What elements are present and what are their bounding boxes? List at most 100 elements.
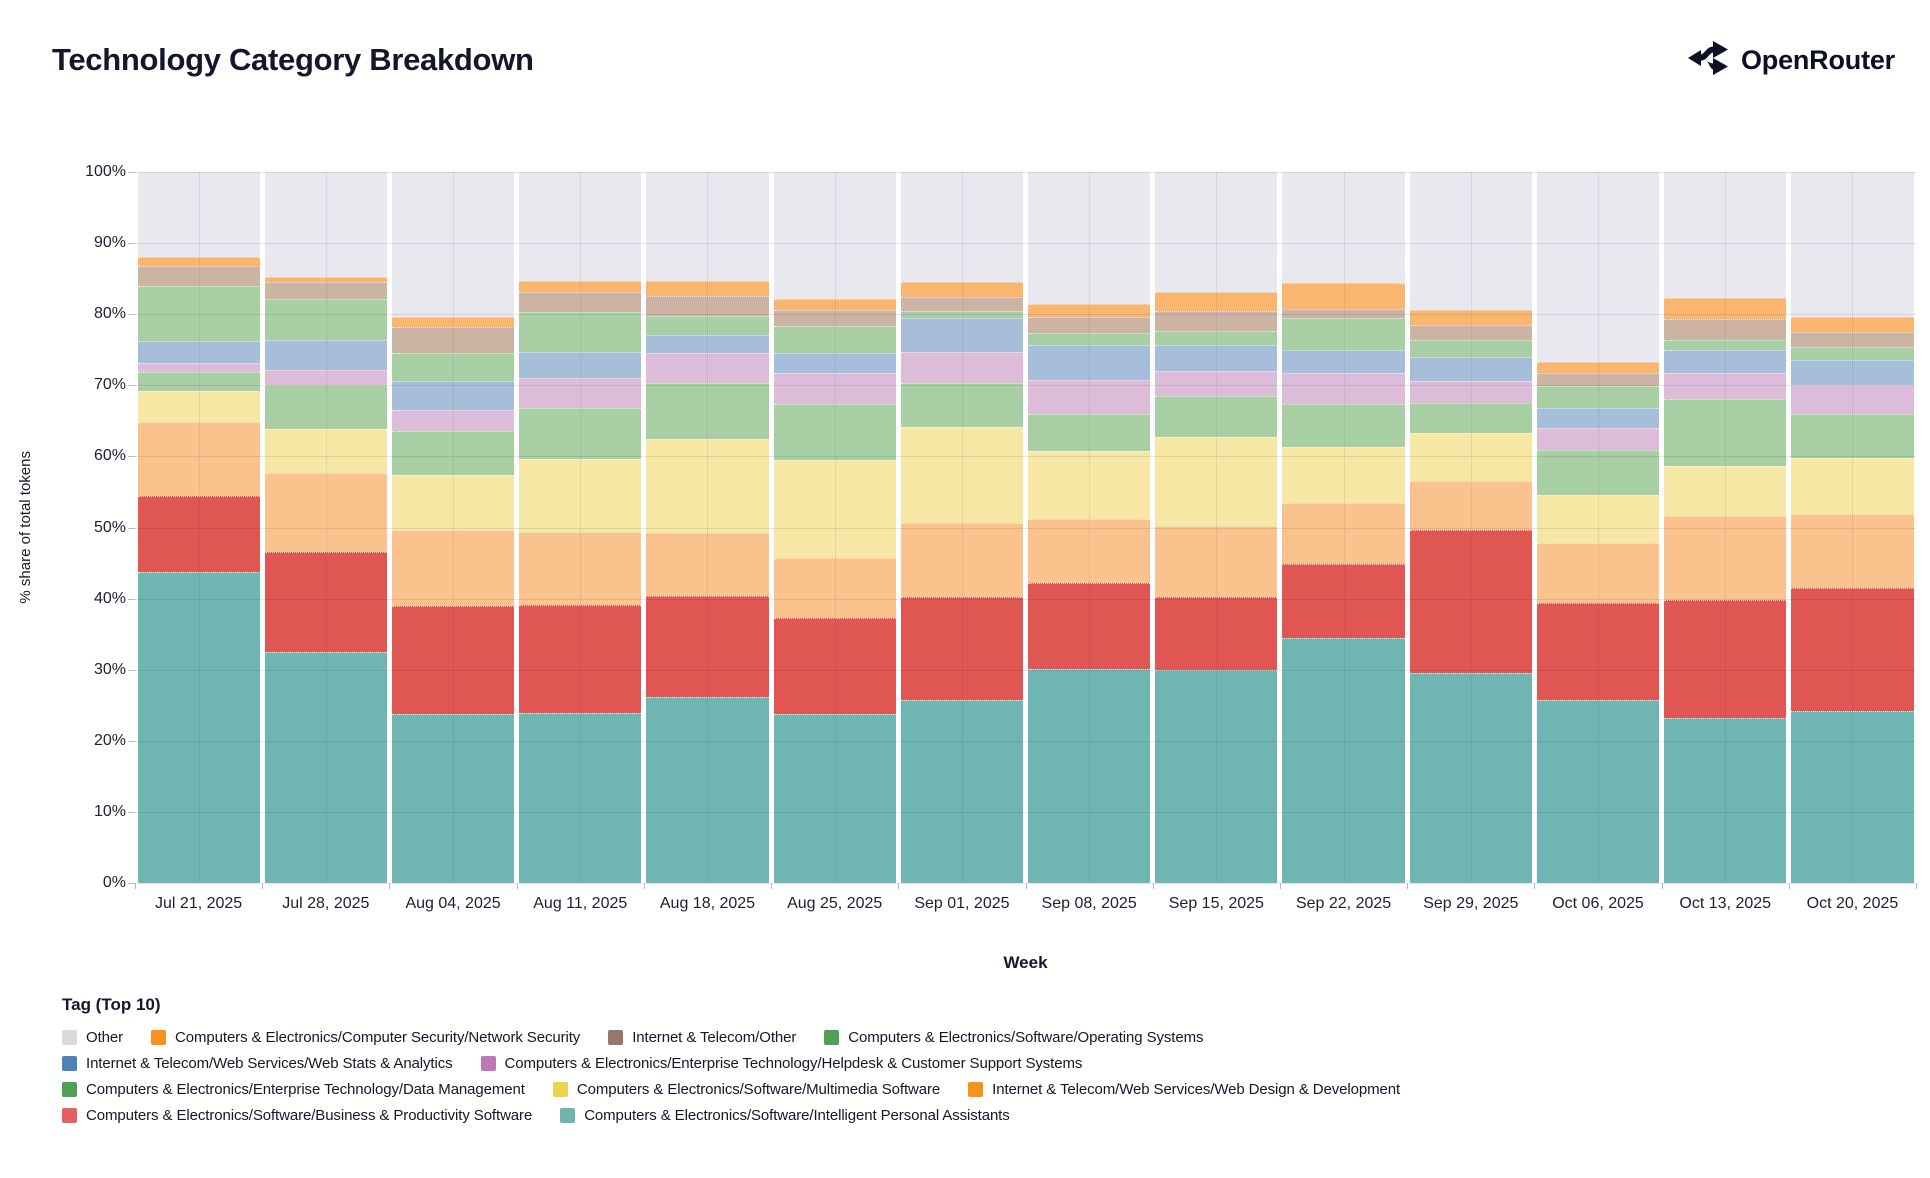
legend-item-os[interactable]: Computers & Electronics/Software/Operati… — [824, 1029, 1204, 1046]
bar-segment-os[interactable] — [519, 312, 642, 352]
bar-segment-webdesign[interactable] — [646, 533, 769, 597]
bar-segment-telecom[interactable] — [1028, 317, 1151, 334]
bar-segment-os[interactable] — [1155, 330, 1278, 346]
bar-segment-datamgmt[interactable] — [1664, 398, 1787, 466]
bar-segment-telecom[interactable] — [1409, 324, 1532, 341]
bar-segment-helpdesk[interactable] — [773, 373, 896, 404]
bar-segment-multimedia[interactable] — [900, 426, 1024, 524]
bar-segment-os[interactable] — [1028, 333, 1151, 346]
bar-segment-other[interactable] — [1028, 172, 1151, 305]
bar-segment-datamgmt[interactable] — [773, 403, 896, 460]
bar-segment-business[interactable] — [1664, 599, 1787, 718]
bar-segment-ipa[interactable] — [1409, 673, 1532, 883]
bar-segment-ipa[interactable] — [137, 572, 260, 883]
bar-segment-os[interactable] — [646, 315, 769, 335]
bar-segment-datamgmt[interactable] — [137, 371, 260, 391]
bar-segment-webstats[interactable] — [1409, 356, 1532, 381]
bar-segment-netsec[interactable] — [900, 282, 1024, 298]
bar-segment-business[interactable] — [519, 604, 642, 714]
bar-segment-os[interactable] — [391, 353, 515, 381]
bar-segment-other[interactable] — [519, 172, 642, 281]
bar-segment-telecom[interactable] — [646, 295, 769, 316]
bar-segment-helpdesk[interactable] — [1028, 379, 1151, 415]
bar-segment-webstats[interactable] — [264, 339, 387, 371]
legend-item-webdesign[interactable]: Internet & Telecom/Web Services/Web Desi… — [968, 1081, 1400, 1098]
bar-segment-webdesign[interactable] — [1409, 481, 1532, 531]
bar-segment-multimedia[interactable] — [1791, 457, 1914, 514]
bar-segment-ipa[interactable] — [1155, 669, 1278, 883]
bar-segment-webstats[interactable] — [646, 334, 769, 353]
bar-segment-webstats[interactable] — [1536, 408, 1660, 428]
bar-segment-os[interactable] — [773, 325, 896, 353]
bar-segment-datamgmt[interactable] — [1791, 414, 1914, 458]
legend-item-netsec[interactable]: Computers & Electronics/Computer Securit… — [151, 1029, 580, 1046]
bar-segment-netsec[interactable] — [264, 277, 387, 283]
bar-segment-webdesign[interactable] — [1664, 516, 1787, 600]
bar-segment-os[interactable] — [1536, 386, 1660, 409]
bar-segment-netsec[interactable] — [519, 280, 642, 293]
brand-logo[interactable]: OpenRouter — [1687, 40, 1895, 81]
bar-segment-multimedia[interactable] — [1536, 494, 1660, 544]
bar-segment-webstats[interactable] — [519, 351, 642, 379]
bar-segment-multimedia[interactable] — [1409, 432, 1532, 482]
bar-segment-telecom[interactable] — [264, 282, 387, 299]
bar-segment-webdesign[interactable] — [1155, 526, 1278, 598]
bar-segment-netsec[interactable] — [1664, 297, 1787, 320]
bar-segment-business[interactable] — [1155, 597, 1278, 670]
bar-segment-multimedia[interactable] — [773, 459, 896, 559]
bar-segment-telecom[interactable] — [900, 297, 1024, 312]
bar-segment-other[interactable] — [1664, 172, 1787, 298]
bar-segment-multimedia[interactable] — [519, 459, 642, 532]
bar-segment-webdesign[interactable] — [1282, 502, 1405, 565]
bar-segment-other[interactable] — [900, 172, 1024, 283]
bar-segment-webdesign[interactable] — [137, 422, 260, 497]
bar-segment-helpdesk[interactable] — [1409, 381, 1532, 404]
bar-segment-multimedia[interactable] — [1664, 465, 1787, 517]
bar-segment-other[interactable] — [773, 172, 896, 299]
bar-segment-other[interactable] — [391, 172, 515, 318]
bar-segment-netsec[interactable] — [773, 298, 896, 310]
bar-segment-ipa[interactable] — [900, 699, 1024, 883]
bar-segment-webdesign[interactable] — [519, 531, 642, 605]
bar-segment-webstats[interactable] — [1028, 345, 1151, 380]
bar-segment-os[interactable] — [1664, 339, 1787, 350]
bar-segment-other[interactable] — [1409, 172, 1532, 310]
bar-segment-telecom[interactable] — [1282, 308, 1405, 319]
bar-segment-webstats[interactable] — [1664, 349, 1787, 374]
bar-segment-helpdesk[interactable] — [1791, 384, 1914, 415]
bar-segment-business[interactable] — [391, 605, 515, 714]
bar-segment-helpdesk[interactable] — [1282, 373, 1405, 405]
bar-segment-telecom[interactable] — [1536, 373, 1660, 386]
bar-segment-netsec[interactable] — [1409, 309, 1532, 325]
bar-segment-webdesign[interactable] — [391, 529, 515, 606]
bar-segment-business[interactable] — [264, 551, 387, 652]
bar-segment-other[interactable] — [1791, 172, 1914, 318]
bar-segment-other[interactable] — [137, 172, 260, 258]
bar-segment-netsec[interactable] — [1791, 317, 1914, 332]
bar-segment-other[interactable] — [264, 172, 387, 278]
bar-segment-netsec[interactable] — [1282, 282, 1405, 309]
bar-segment-datamgmt[interactable] — [264, 385, 387, 430]
bar-segment-datamgmt[interactable] — [1282, 404, 1405, 448]
bar-segment-helpdesk[interactable] — [264, 370, 387, 386]
bar-segment-other[interactable] — [1282, 172, 1405, 283]
bar-segment-other[interactable] — [1155, 172, 1278, 293]
bar-segment-ipa[interactable] — [264, 651, 387, 883]
legend-item-webstats[interactable]: Internet & Telecom/Web Services/Web Stat… — [62, 1055, 453, 1072]
bar-segment-webdesign[interactable] — [1791, 513, 1914, 588]
bar-segment-ipa[interactable] — [1791, 710, 1914, 883]
bar-segment-os[interactable] — [264, 298, 387, 340]
bar-segment-webstats[interactable] — [137, 341, 260, 363]
bar-segment-os[interactable] — [1791, 346, 1914, 360]
legend-item-telecom[interactable]: Internet & Telecom/Other — [608, 1029, 796, 1046]
bar-segment-multimedia[interactable] — [646, 439, 769, 534]
bar-segment-other[interactable] — [646, 172, 769, 281]
bar-segment-ipa[interactable] — [773, 714, 896, 883]
bar-segment-netsec[interactable] — [1536, 361, 1660, 374]
legend-item-datamgmt[interactable]: Computers & Electronics/Enterprise Techn… — [62, 1081, 525, 1098]
bar-segment-webstats[interactable] — [773, 352, 896, 374]
bar-segment-datamgmt[interactable] — [1155, 395, 1278, 438]
legend-item-ipa[interactable]: Computers & Electronics/Software/Intelli… — [560, 1107, 1010, 1124]
bar-segment-helpdesk[interactable] — [519, 378, 642, 409]
bar-segment-ipa[interactable] — [519, 713, 642, 883]
